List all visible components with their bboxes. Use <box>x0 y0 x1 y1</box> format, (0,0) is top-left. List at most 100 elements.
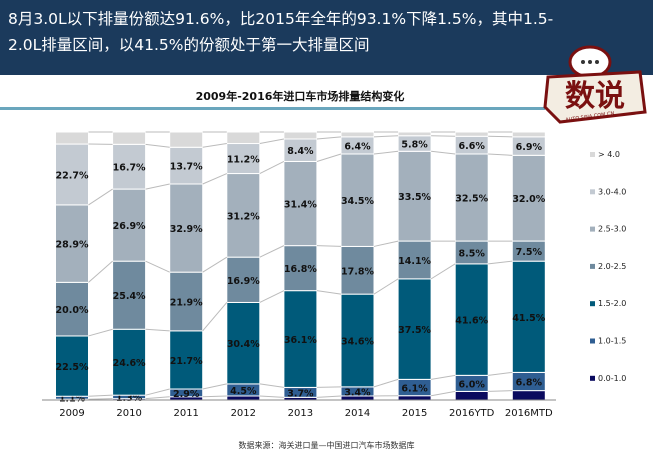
x-tick-label: 2013 <box>288 408 313 419</box>
bar-segment <box>283 290 318 388</box>
data-label: 32.0% <box>512 194 545 205</box>
data-label: 28.9% <box>56 240 89 251</box>
connector-line <box>373 378 399 388</box>
bar-segment <box>112 143 147 190</box>
connector-line <box>430 263 456 280</box>
bar-segment <box>55 131 89 145</box>
bar-segment <box>283 160 318 247</box>
data-label: 4.5% <box>230 386 257 397</box>
data-label: 31.2% <box>227 211 260 222</box>
bar-segment <box>283 245 318 292</box>
data-label: 20.0% <box>56 305 89 316</box>
bar-segment <box>55 335 89 397</box>
legend-swatch <box>590 152 595 157</box>
data-label: 32.9% <box>170 224 203 235</box>
bar-segment <box>226 131 261 145</box>
header-banner: 8月3.0L以下排量份额达91.6%，比2015年全年的93.1%下降1.5%，… <box>0 0 653 75</box>
connector-line <box>145 260 170 273</box>
bar-segment <box>55 143 89 206</box>
data-label: 21.7% <box>170 356 203 367</box>
bar-segment <box>511 131 546 138</box>
data-label: 17.8% <box>341 266 374 277</box>
connector-line <box>259 138 284 145</box>
bar-segment <box>397 131 432 137</box>
legend-label: 2.0-2.5 <box>598 262 626 271</box>
bar-segment <box>340 245 375 295</box>
x-tick-label: 2015 <box>402 408 427 419</box>
connector-line <box>202 395 227 398</box>
bar-segment <box>169 131 204 148</box>
data-label: 6.0% <box>459 379 486 390</box>
data-label: 16.9% <box>227 276 260 287</box>
x-tick-label: 2010 <box>116 408 141 419</box>
connector-line <box>316 245 342 247</box>
connector-line <box>431 390 456 397</box>
connector-line <box>488 153 513 156</box>
connector-line <box>316 136 342 140</box>
legend-label: 1.5-2.0 <box>598 299 626 308</box>
bar-segment <box>397 150 432 242</box>
bar-segment <box>283 131 318 140</box>
connector-line <box>202 173 227 185</box>
connector-line <box>202 256 228 273</box>
legend-swatch <box>590 375 595 381</box>
data-label: 22.5% <box>56 362 89 373</box>
x-tick-label: 2011 <box>173 408 198 419</box>
bar-segment <box>226 173 261 258</box>
bar-segment <box>397 395 432 401</box>
data-label: 14.1% <box>398 256 431 267</box>
connector-line <box>488 260 513 265</box>
connector-line <box>373 240 399 247</box>
data-label: 32.5% <box>455 194 488 205</box>
x-tick-label: 2016YTD <box>449 408 495 419</box>
data-label: 6.6% <box>459 141 486 152</box>
connector-line <box>88 398 113 400</box>
data-label: 21.9% <box>170 298 203 309</box>
connector-line <box>88 188 113 206</box>
data-label: 37.5% <box>398 325 431 336</box>
bar-segment <box>169 330 204 390</box>
data-label: 6.9% <box>516 142 543 153</box>
bar-segment <box>55 204 89 283</box>
legend-swatch <box>590 338 595 344</box>
connector-line <box>488 135 513 138</box>
bar-segment <box>454 131 489 137</box>
data-label: 25.4% <box>113 291 146 302</box>
bar-segment <box>169 271 204 332</box>
x-tick-label: 2012 <box>231 408 256 419</box>
data-label: 34.6% <box>341 337 374 348</box>
data-label: 26.9% <box>113 221 146 232</box>
data-label: 34.5% <box>341 196 374 207</box>
connector-line <box>145 143 170 148</box>
legend-swatch <box>590 226 595 232</box>
data-label: 3.7% <box>287 388 314 399</box>
data-label: 2.9% <box>173 389 200 400</box>
data-label: 6.1% <box>401 384 428 395</box>
bar-segment <box>55 281 89 337</box>
bar-segment <box>511 390 546 401</box>
connector-line <box>431 374 456 380</box>
svg-text:数说: 数说 <box>565 79 625 114</box>
data-label: 41.5% <box>512 313 545 324</box>
bar-segment <box>511 260 546 373</box>
data-label: 33.5% <box>398 192 431 203</box>
data-label: 11.2% <box>227 155 260 166</box>
connector-line <box>88 260 113 283</box>
connector-line <box>88 394 113 397</box>
bar-segment <box>511 154 546 242</box>
legend-label: > 4.0 <box>598 150 620 159</box>
data-label: 30.4% <box>227 339 260 350</box>
data-label: 16.8% <box>284 264 317 275</box>
connector-line <box>373 135 399 138</box>
data-label: 31.4% <box>284 200 317 211</box>
connector-line <box>316 153 342 162</box>
data-label: 13.7% <box>170 162 203 173</box>
connector-line <box>259 245 285 258</box>
bar-segment <box>397 278 432 380</box>
connector-line <box>316 386 342 388</box>
connector-line <box>145 396 170 400</box>
logo: 数说 AUTO.SINA.COM.CN <box>543 45 647 124</box>
connector-line <box>202 383 227 390</box>
data-label: 7.5% <box>516 247 543 258</box>
